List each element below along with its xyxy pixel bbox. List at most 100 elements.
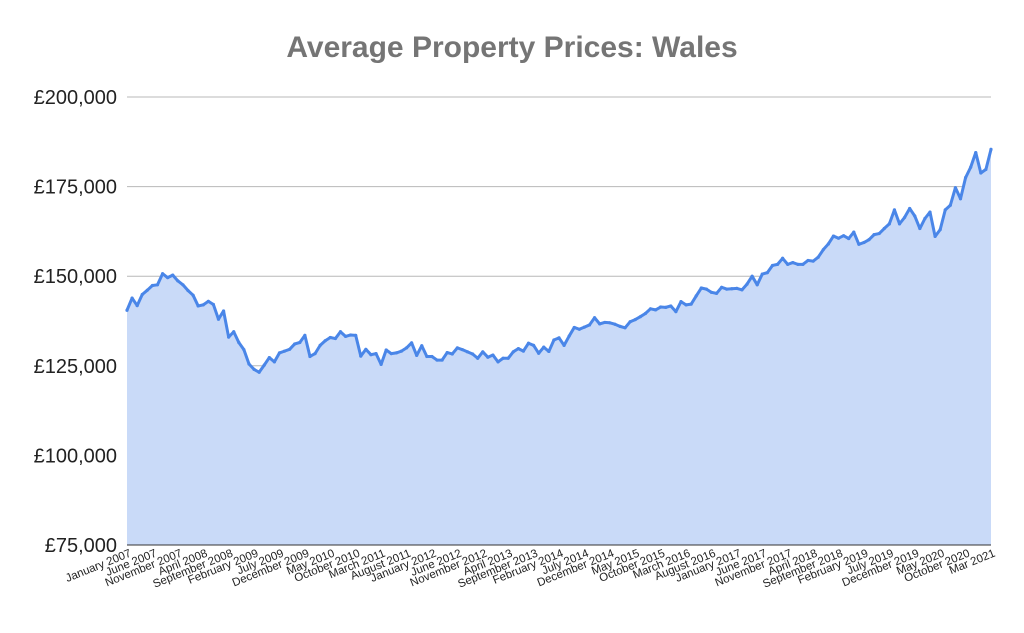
y-tick-label: £125,000	[34, 356, 117, 378]
data-point	[674, 310, 678, 314]
data-point	[227, 335, 231, 339]
data-point	[842, 234, 846, 238]
data-point	[247, 362, 251, 366]
data-point	[232, 330, 236, 334]
data-point	[760, 272, 764, 276]
data-point	[465, 350, 470, 354]
data-point	[806, 258, 810, 263]
data-point	[836, 236, 841, 240]
y-tick-label: £75,000	[45, 535, 117, 557]
data-point	[476, 356, 480, 360]
data-point	[288, 347, 292, 351]
data-point	[664, 305, 668, 309]
data-point	[918, 226, 922, 231]
data-point	[547, 349, 551, 354]
data-point	[176, 279, 180, 283]
data-point	[186, 288, 190, 293]
data-point	[897, 222, 902, 226]
data-point	[958, 197, 963, 201]
data-point	[979, 171, 983, 175]
data-point	[882, 226, 886, 231]
data-point	[857, 242, 861, 246]
data-point	[282, 349, 287, 353]
data-point	[125, 308, 129, 312]
data-point	[313, 352, 317, 356]
data-point	[598, 322, 602, 326]
data-point	[191, 293, 195, 297]
data-point	[811, 259, 815, 263]
data-point	[577, 327, 581, 331]
data-point	[638, 315, 642, 319]
data-point	[430, 354, 434, 359]
plot-area	[125, 147, 993, 546]
data-point	[786, 262, 790, 266]
data-point	[364, 347, 368, 351]
data-point	[160, 272, 165, 276]
data-point	[816, 255, 820, 259]
data-point	[872, 233, 876, 237]
data-point	[903, 215, 907, 220]
data-point	[923, 216, 927, 221]
y-axis-ticks: £200,000 £175,000 £150,000 £125,000 £100,000…	[34, 87, 117, 557]
data-point	[171, 273, 175, 277]
data-point	[262, 363, 266, 367]
data-point	[140, 292, 144, 297]
data-point	[460, 348, 465, 352]
data-point	[257, 370, 261, 374]
data-point	[135, 303, 139, 308]
data-point	[491, 353, 495, 357]
data-point	[592, 316, 597, 320]
data-point	[420, 344, 424, 348]
data-point	[506, 356, 510, 360]
data-point	[211, 302, 215, 307]
data-point	[511, 350, 515, 354]
data-point	[450, 352, 454, 356]
data-point	[328, 335, 332, 340]
data-point	[486, 355, 490, 359]
data-point	[425, 354, 429, 359]
data-point	[781, 256, 785, 260]
data-point	[338, 330, 343, 334]
data-point	[679, 300, 683, 304]
data-point	[913, 214, 917, 218]
data-point	[318, 343, 322, 347]
data-point	[770, 263, 775, 268]
data-point	[755, 283, 759, 287]
data-point	[526, 341, 531, 345]
data-point	[745, 282, 749, 286]
data-point	[653, 308, 658, 312]
data-point	[445, 350, 449, 355]
data-point	[516, 347, 520, 351]
data-point	[237, 340, 241, 345]
data-point	[643, 311, 648, 316]
data-point	[730, 287, 734, 291]
data-point	[948, 203, 952, 207]
data-point	[537, 351, 541, 355]
data-point	[613, 322, 617, 326]
data-point	[943, 208, 947, 212]
data-point	[984, 167, 988, 171]
data-point	[938, 228, 942, 232]
data-point	[267, 355, 271, 360]
data-point	[969, 165, 973, 169]
data-point	[826, 242, 830, 246]
data-point	[308, 354, 312, 359]
data-point	[435, 358, 439, 362]
data-point	[735, 286, 739, 290]
data-point	[404, 346, 409, 350]
data-point	[801, 262, 805, 266]
data-point	[628, 320, 632, 324]
data-point	[775, 262, 780, 266]
data-point	[765, 271, 769, 275]
data-point	[384, 348, 388, 352]
data-point	[542, 345, 546, 349]
data-point	[501, 356, 505, 360]
y-tick-label: £175,000	[34, 177, 117, 199]
data-point	[471, 352, 475, 356]
data-point	[953, 186, 958, 190]
data-point	[293, 342, 297, 346]
data-point	[374, 352, 378, 356]
data-point	[303, 333, 307, 337]
